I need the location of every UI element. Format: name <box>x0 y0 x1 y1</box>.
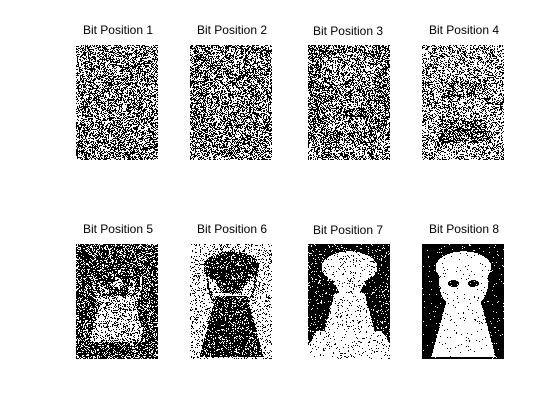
panel-title: Bit Position 8 <box>394 222 534 236</box>
bitplane-image <box>76 45 158 160</box>
bitplane-image <box>190 45 272 160</box>
bitplane-image <box>190 244 272 359</box>
bitplane-image <box>422 45 504 160</box>
bitplane-image <box>308 244 390 359</box>
panel-title: Bit Position 4 <box>394 23 534 37</box>
bitplane-image <box>422 244 504 359</box>
bitplane-image <box>308 45 390 160</box>
bitplane-image <box>76 244 158 359</box>
